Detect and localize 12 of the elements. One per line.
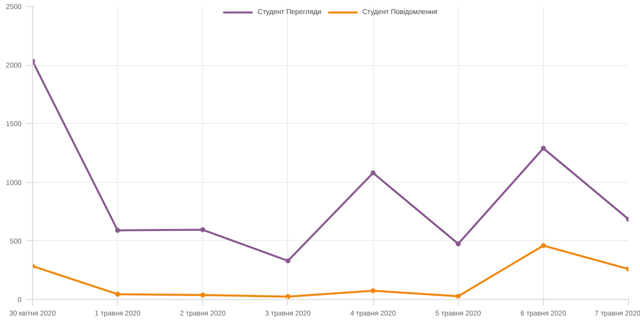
point — [456, 294, 461, 299]
point — [115, 228, 120, 233]
point — [370, 170, 376, 176]
point — [200, 227, 206, 232]
point — [540, 146, 546, 151]
point — [200, 292, 206, 298]
point — [370, 288, 376, 294]
point — [456, 241, 461, 246]
point — [285, 294, 290, 300]
point — [285, 258, 290, 264]
point — [115, 292, 120, 297]
point — [540, 243, 546, 248]
